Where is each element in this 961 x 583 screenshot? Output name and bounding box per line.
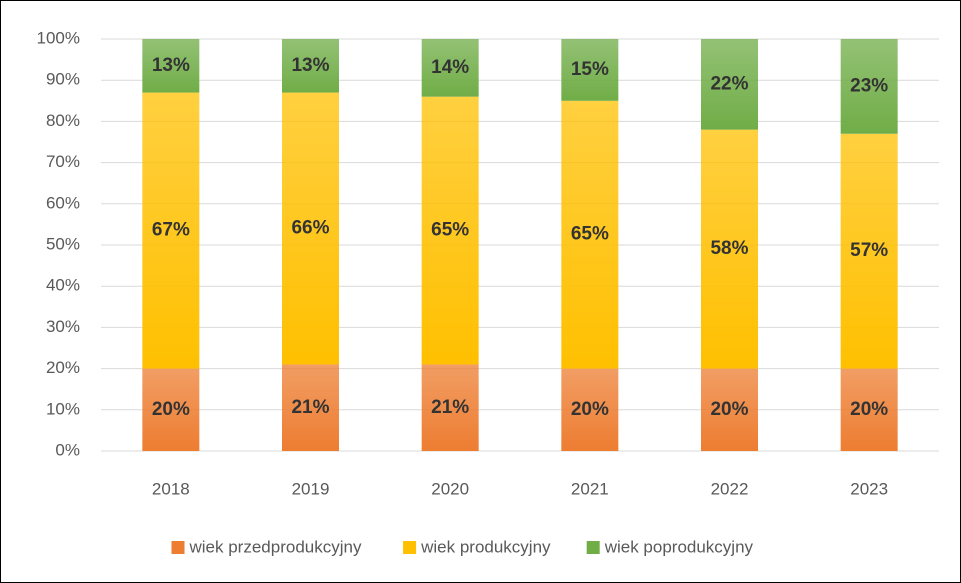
y-tick-label: 10% xyxy=(46,399,80,418)
value-label: 57% xyxy=(850,240,888,261)
bar-segment xyxy=(561,368,619,451)
bar-segment xyxy=(701,129,758,369)
value-label: 22% xyxy=(710,73,748,94)
x-tick-label: 2021 xyxy=(571,479,609,498)
bar-segment xyxy=(840,39,898,134)
bar-segment xyxy=(142,39,200,93)
value-label: 21% xyxy=(431,397,469,418)
bar-segment xyxy=(840,133,898,369)
value-label: 65% xyxy=(431,220,469,241)
legend-label: wiek produkcyjny xyxy=(420,537,551,556)
x-tick-label: 2019 xyxy=(292,479,330,498)
value-label: 13% xyxy=(152,55,190,76)
value-label: 20% xyxy=(850,399,888,420)
bar-segment xyxy=(282,364,339,451)
bar-segment xyxy=(701,368,758,451)
legend-label: wiek poprodukcyjny xyxy=(604,537,754,556)
bar-segment xyxy=(561,39,619,101)
y-tick-label: 100% xyxy=(37,28,80,47)
y-tick-label: 30% xyxy=(46,317,80,336)
x-tick-label: 2022 xyxy=(711,479,749,498)
y-tick-label: 90% xyxy=(46,70,80,89)
value-label: 21% xyxy=(291,397,329,418)
value-label: 15% xyxy=(571,59,609,80)
y-tick-label: 20% xyxy=(46,358,80,377)
bar-segment xyxy=(282,39,339,93)
y-tick-label: 80% xyxy=(46,111,80,130)
x-tick-label: 2020 xyxy=(431,479,469,498)
value-label: 20% xyxy=(710,399,748,420)
value-label: 65% xyxy=(571,224,609,245)
value-label: 67% xyxy=(152,220,190,241)
bar-segment xyxy=(840,368,898,451)
y-tick-label: 50% xyxy=(46,234,80,253)
value-label: 20% xyxy=(571,399,609,420)
value-label: 66% xyxy=(291,218,329,239)
x-tick-label: 2018 xyxy=(152,479,190,498)
legend-swatch xyxy=(403,541,417,554)
value-label: 20% xyxy=(152,399,190,420)
bar-segment xyxy=(282,92,339,365)
legend-label: wiek przedprodukcyjny xyxy=(189,537,362,556)
value-label: 14% xyxy=(431,57,469,78)
bar-segment xyxy=(421,39,479,97)
value-label: 13% xyxy=(291,55,329,76)
bar-segment xyxy=(142,368,200,451)
bar-segment xyxy=(701,39,758,130)
y-tick-label: 40% xyxy=(46,276,80,295)
bar-segment xyxy=(142,92,200,369)
y-tick-label: 0% xyxy=(55,440,80,459)
x-tick-label: 2023 xyxy=(850,479,888,498)
legend-swatch xyxy=(586,541,600,554)
bar-segment xyxy=(561,100,619,369)
y-tick-label: 60% xyxy=(46,193,80,212)
legend-swatch xyxy=(171,541,185,554)
value-label: 23% xyxy=(850,75,888,96)
bar-segment xyxy=(421,364,479,451)
value-label: 58% xyxy=(710,238,748,259)
bar-segment xyxy=(421,96,479,365)
y-tick-label: 70% xyxy=(46,152,80,171)
